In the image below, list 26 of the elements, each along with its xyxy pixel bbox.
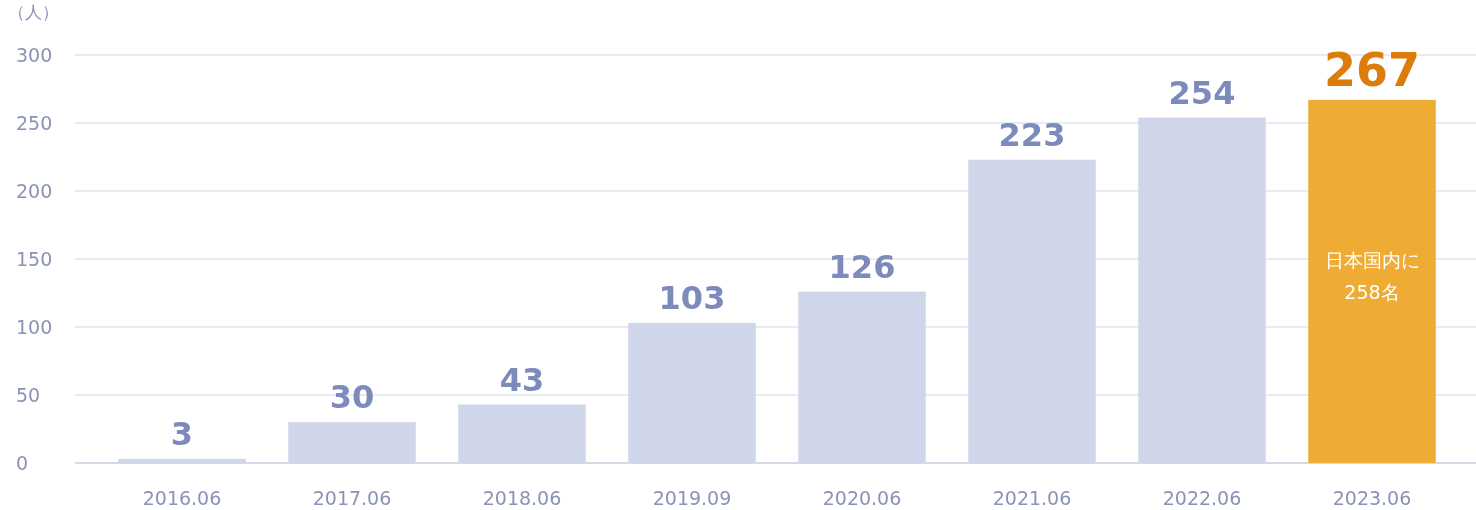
x-tick-label: 2017.06 (312, 487, 392, 509)
x-tick-label: 2018.06 (482, 487, 562, 509)
data-label: 223 (998, 115, 1066, 154)
x-tick-label: 2019.09 (652, 487, 732, 509)
data-label: 30 (329, 378, 375, 417)
data-label: 267 (1323, 42, 1421, 97)
x-tick-label: 2020.06 (822, 487, 902, 509)
x-tick-label: 2022.06 (1162, 487, 1242, 509)
y-tick-label: 250 (16, 112, 53, 134)
y-tick-label: 50 (16, 384, 41, 406)
x-tick-label: 2016.06 (142, 487, 222, 509)
x-tick-label: 2021.06 (992, 487, 1072, 509)
data-label: 3 (170, 414, 194, 453)
y-tick-label: 300 (16, 44, 53, 66)
data-label: 103 (658, 278, 726, 317)
y-tick-label: 100 (16, 316, 53, 338)
data-label: 43 (499, 360, 545, 399)
annotation: 日本国内に 258名 (1324, 249, 1420, 304)
bar (1308, 99, 1436, 463)
y-tick-label: 200 (16, 180, 53, 202)
x-tick-label: 2023.06 (1332, 487, 1412, 509)
y-axis-title: （人） (8, 2, 59, 22)
y-tick-label: 0 (16, 452, 29, 474)
y-tick-label: 150 (16, 248, 53, 270)
data-label: 254 (1168, 73, 1236, 112)
data-label: 126 (828, 247, 896, 286)
